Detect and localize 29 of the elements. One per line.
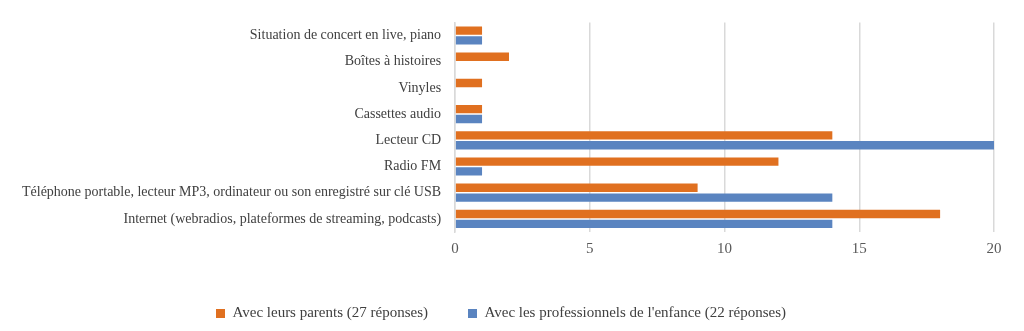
bar	[455, 167, 483, 176]
bar	[455, 141, 994, 150]
bar	[455, 78, 483, 88]
bar	[455, 209, 941, 219]
y-tick-label: Lecteur CD	[375, 131, 442, 147]
bar	[455, 105, 483, 114]
y-tick-label: Cassettes audio	[354, 105, 442, 121]
bar	[455, 26, 483, 35]
x-tick-label: 10	[717, 239, 733, 256]
y-tick-label: Vinyles	[398, 79, 442, 95]
y-tick-label: Situation de concert en live, piano	[249, 27, 442, 43]
bar	[455, 193, 833, 202]
y-tick-label: Radio FM	[383, 158, 442, 174]
bar	[455, 157, 779, 166]
y-tick-label: Internet (webradios, plateformes de streaming, podcasts)	[123, 210, 442, 227]
bar	[455, 114, 483, 124]
bar	[455, 183, 698, 192]
x-tick-label: 0	[451, 239, 459, 256]
y-tick-label: Téléphone portable, lecteur MP3, ordinateur ou son enregistré sur clé USB	[22, 184, 442, 200]
x-tick-label: 15	[851, 239, 867, 256]
bar	[455, 131, 833, 140]
bar	[455, 219, 833, 228]
x-tick-label: 20	[986, 239, 1002, 256]
legend-label: Avec leurs parents (27 réponses)	[232, 304, 429, 322]
bar	[455, 52, 509, 61]
bar	[455, 36, 483, 45]
y-tick-label: Boîtes à histoires	[344, 53, 442, 69]
legend-label: Avec les professionnels de l'enfance (22 réponses)	[484, 304, 786, 322]
x-tick-label: 5	[586, 239, 594, 256]
